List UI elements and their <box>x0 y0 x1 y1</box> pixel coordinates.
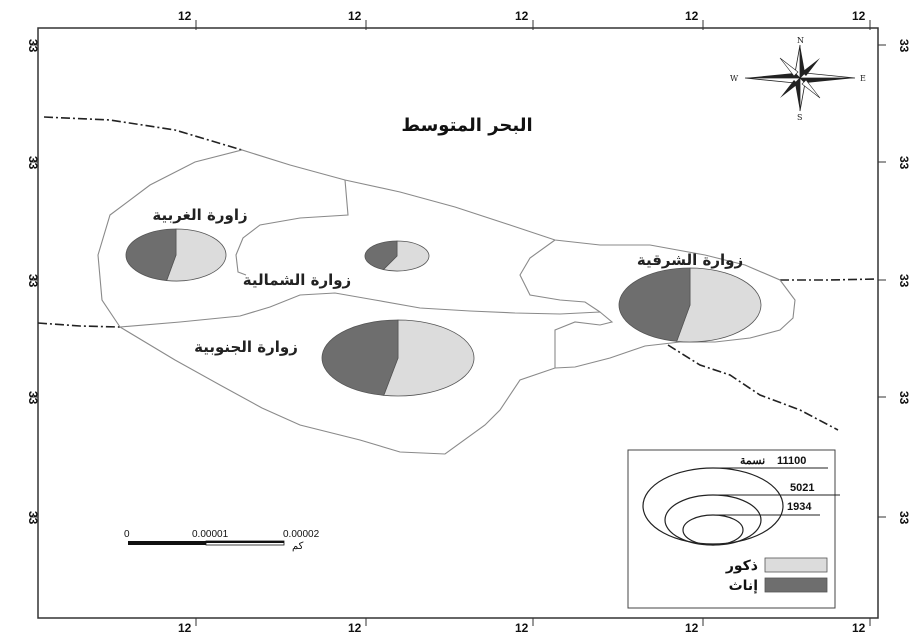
top-tick-2: 12 <box>348 9 362 23</box>
right-tick-3: 33 <box>897 274 911 288</box>
pie-north <box>364 240 430 272</box>
right-tick-2: 33 <box>897 156 911 170</box>
sea-label: البحر المتوسط <box>401 115 532 136</box>
pie-slice-females-north <box>364 240 398 271</box>
legend-size-value-2: 5021 <box>790 482 814 494</box>
pie-slice-males-west <box>166 228 227 282</box>
legend: 11100 5021 1934 نسمة ذكور إناث <box>627 449 840 609</box>
coast-road-north <box>43 116 243 151</box>
left-tick-4: 33 <box>26 391 40 405</box>
compass-rose-icon: N S E W <box>730 36 866 122</box>
legend-swatch-females <box>764 577 828 593</box>
legend-size-value-1: 11100 <box>777 455 806 467</box>
pie-slice-females-east <box>618 267 691 342</box>
pie-slice-males-north <box>382 240 430 272</box>
coast-road-east <box>780 278 877 281</box>
left-tick-5: 33 <box>26 511 40 525</box>
bottom-tick-3: 12 <box>515 621 529 635</box>
bottom-tick-1: 12 <box>178 621 192 635</box>
pie-slice-females-west <box>125 228 177 281</box>
legend-label-males: ذكور <box>725 558 758 574</box>
roads <box>37 116 877 431</box>
bottom-tick-2: 12 <box>348 621 362 635</box>
boundary-west-south <box>119 292 614 368</box>
pie-east <box>618 267 762 343</box>
top-graticule: 12 12 12 12 12 <box>178 9 871 30</box>
boundary-outer <box>97 149 796 455</box>
left-tick-1: 33 <box>26 39 40 53</box>
compass-n: N <box>797 36 804 45</box>
top-tick-1: 12 <box>178 9 192 23</box>
legend-size-unit: نسمة <box>740 455 765 467</box>
left-tick-3: 33 <box>26 274 40 288</box>
pie-charts <box>125 228 762 397</box>
region-label-west: زاورة الغربية <box>152 206 247 224</box>
compass-e: E <box>860 74 866 83</box>
pie-slice-females-south <box>321 319 399 396</box>
scale-label-1: 0.00001 <box>192 529 229 540</box>
pie-slice-males-east <box>676 267 762 343</box>
scale-label-0: 0 <box>124 529 130 540</box>
district-boundaries <box>97 149 796 455</box>
pie-west <box>125 228 227 282</box>
bottom-tick-4: 12 <box>685 621 699 635</box>
right-graticule: 33 33 33 33 33 <box>878 39 911 525</box>
boundary-east <box>519 239 601 313</box>
bottom-graticule: 12 12 12 12 12 <box>178 618 871 635</box>
boundary-north-west <box>235 179 349 276</box>
pie-south <box>321 319 475 397</box>
pie-slice-males-south <box>383 319 475 397</box>
top-tick-5: 12 <box>852 9 866 23</box>
scale-label-2: 0.00002 <box>283 529 320 540</box>
region-label-north: زوارة الشمالية <box>243 271 351 289</box>
bottom-tick-5: 12 <box>852 621 866 635</box>
southeast-road <box>667 344 839 431</box>
legend-label-females: إناث <box>729 578 758 594</box>
compass-s: S <box>797 113 802 122</box>
region-label-south: زوارة الجنوبية <box>194 338 298 356</box>
compass-w: W <box>730 74 739 83</box>
right-tick-4: 33 <box>897 391 911 405</box>
legend-size-value-3: 1934 <box>787 501 812 513</box>
region-label-east: زوارة الشرقية <box>637 251 743 269</box>
top-tick-3: 12 <box>515 9 529 23</box>
top-tick-4: 12 <box>685 9 699 23</box>
scale-bar: 0 0.00001 0.00002 كم <box>124 529 320 552</box>
scale-unit: كم <box>292 541 304 552</box>
left-graticule: 33 33 33 33 33 <box>26 39 40 525</box>
left-tick-2: 33 <box>26 156 40 170</box>
right-tick-5: 33 <box>897 511 911 525</box>
legend-swatch-males <box>764 557 828 573</box>
right-tick-1: 33 <box>897 39 911 53</box>
coast-road-west <box>37 322 121 328</box>
